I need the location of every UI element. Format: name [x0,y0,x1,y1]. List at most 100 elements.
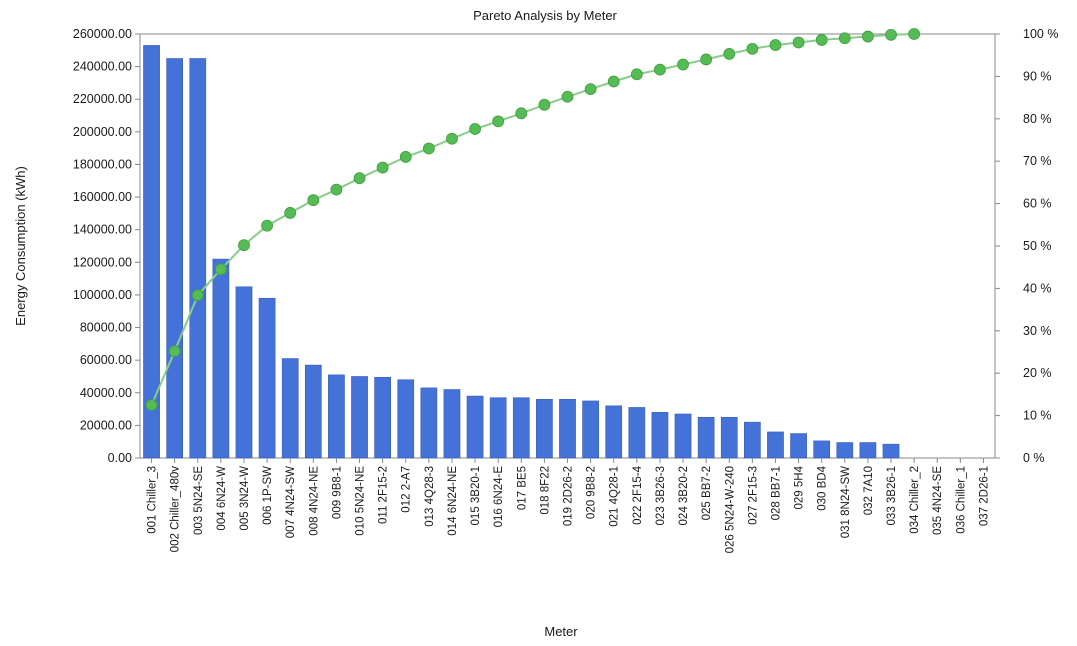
y2-tick-label: 10 % [1023,409,1052,423]
cumulative-point [654,63,666,76]
x-category-label: 032 7A10 [863,466,875,515]
bar [397,379,415,459]
bars-layer [143,45,900,459]
bar [443,389,461,459]
x-category-label: 033 3B26-1 [886,466,898,525]
y-tick-label: 120000.00 [73,255,132,269]
cumulative-point [769,39,782,51]
x-category-label: 013 4Q28-3 [424,466,436,527]
y2-tick-label: 100 % [1023,27,1058,41]
cumulative-point [677,58,689,71]
cumulative-point [515,107,528,120]
bar [651,412,669,459]
y-tick-label: 0.00 [108,451,132,465]
bar [536,399,553,459]
bar [189,58,207,459]
cumulative-point [908,28,921,40]
x-category-label: 030 BD4 [817,465,829,510]
y2-tick-label: 30 % [1023,324,1052,338]
cumulative-point [885,28,897,41]
x-category-label: 025 BB7-2 [701,466,713,520]
y-tick-label: 200000.00 [73,125,132,139]
y-tick-label: 160000.00 [73,190,132,204]
x-category-label: 020 9B8-2 [586,466,598,519]
cumulative-point [746,42,759,55]
x-category-label: 002 Chiller_480v [170,466,182,553]
y2-tick-label: 90 % [1023,69,1052,83]
cumulative-point [584,83,597,96]
x-category-label: 018 8F22 [539,466,551,515]
cumulative-line-layer [145,28,921,411]
y-tick-label: 180000.00 [73,157,132,171]
bar [304,364,322,459]
cumulative-point [145,399,158,411]
x-category-label: 008 4N24-NE [308,466,320,536]
chart-title: Pareto Analysis by Meter [473,8,617,23]
y2-tick-label: 50 % [1023,239,1052,253]
cumulative-point [376,161,389,174]
y2-axis-ticks: 0 % 10 % 20 % 30 % 40 % 50 % 60 % 70 % 80 % 90 % 1… [995,27,1058,465]
cumulative-point [191,289,204,302]
bar [281,358,299,459]
bar [258,297,276,459]
bar [836,442,854,459]
cumulative-point [399,151,412,163]
bar [674,413,692,459]
cumulative-point [261,219,273,232]
x-category-label: 005 3N24-W [239,466,251,531]
x-category-label: 001 Chiller_3 [147,466,159,534]
cumulative-point [353,172,366,185]
x-axis-title: Meter [544,624,578,639]
y2-tick-label: 60 % [1023,197,1052,211]
x-category-label: 006 1P-SW [262,466,274,525]
y-tick-label: 80000.00 [80,321,132,335]
y-tick-label: 240000.00 [73,60,132,74]
y-tick-label: 40000.00 [80,386,132,400]
x-category-label: 035 4N24-SE [932,466,944,535]
x-category-label: 029 5H4 [794,465,806,509]
x-category-label: 004 6N24-W [216,466,228,531]
y-tick-label: 20000.00 [80,418,132,432]
cumulative-point [238,239,250,252]
x-category-label: 012 2-A7 [401,466,413,513]
bar [420,387,438,459]
cumulative-point [815,34,828,46]
x-category-label: 007 4N24-SW [285,466,297,538]
x-category-label: 014 6N24-NE [447,466,459,536]
bar [744,421,761,459]
x-category-label: 015 3B20-1 [470,466,482,525]
cumulative-point [492,115,505,128]
x-category-label: 031 8N24-SW [840,466,852,538]
cumulative-point [630,68,643,81]
y-axis-title: Energy Consumption (kWh) [13,166,28,326]
bar [166,58,184,459]
bar [328,374,345,459]
bar [235,286,253,459]
cumulative-point [446,132,458,145]
x-category-label: 021 4Q28-1 [609,466,621,527]
bar [466,395,484,459]
cumulative-point [469,123,481,135]
cumulative-point [284,207,297,219]
bar [143,45,160,459]
bar [697,416,715,459]
bar [720,416,738,459]
bar [351,376,368,459]
bar [859,442,877,459]
bar [489,397,507,459]
cumulative-point [330,183,343,196]
bar [212,258,230,459]
y-tick-label: 140000.00 [73,223,132,237]
bar [790,433,807,459]
y-tick-label: 220000.00 [73,92,132,106]
y2-tick-label: 20 % [1023,366,1052,380]
x-category-label: 022 2F15-4 [632,465,644,524]
x-category-label: 036 Chiller_1 [955,466,967,534]
cumulative-point [561,90,574,103]
y2-tick-label: 70 % [1023,154,1052,168]
x-category-label: 011 2F15-2 [378,466,390,524]
x-axis-labels: 001 Chiller_3 002 Chiller_480v 003 5N24-SE… [147,458,990,553]
x-category-label: 034 Chiller_2 [909,466,921,534]
cumulative-point [214,263,227,276]
